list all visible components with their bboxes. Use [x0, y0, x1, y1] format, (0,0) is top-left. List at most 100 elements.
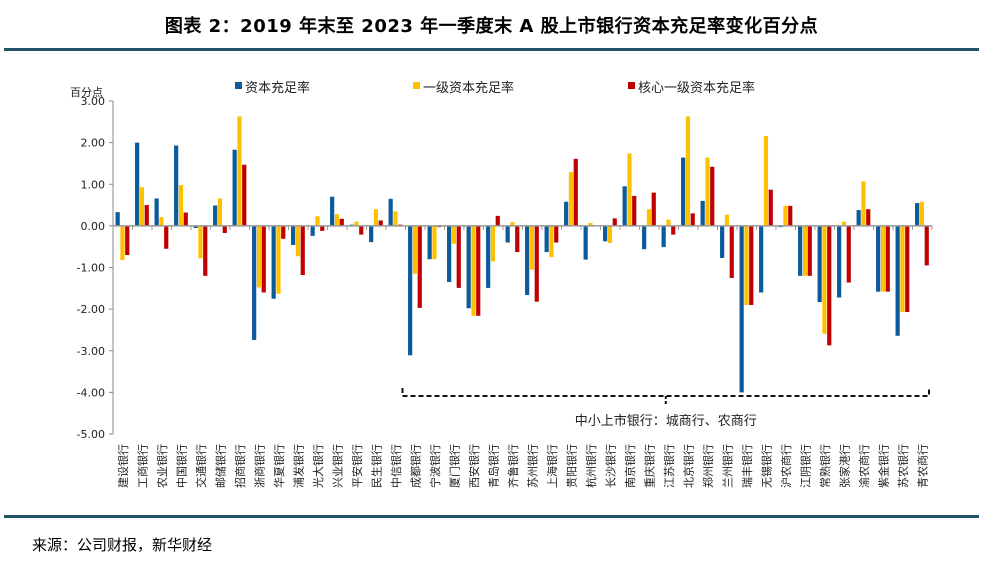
- legend-swatch: [235, 82, 242, 89]
- x-tick-label: 常熟银行: [818, 444, 832, 488]
- bar-car: [135, 142, 140, 226]
- legend-label: 资本充足率: [245, 80, 310, 96]
- annotation-label: 中小上市银行：城商行、农商行: [575, 413, 757, 429]
- bar-cet1: [144, 205, 149, 226]
- y-tick-label: -2.00: [77, 303, 105, 316]
- bar-cet1: [281, 225, 286, 239]
- x-tick-label: 瑞丰银行: [740, 444, 754, 488]
- x-tick-label: 上海银行: [545, 444, 559, 488]
- bar-cet1: [125, 225, 130, 256]
- bottom-divider: [4, 515, 979, 518]
- legend-item: 核心一级资本充足率: [628, 80, 755, 96]
- bar-cet1: [788, 205, 793, 226]
- bar-tier1: [217, 198, 223, 226]
- x-tick-label: 光大银行: [311, 444, 325, 488]
- bar-car: [661, 225, 666, 248]
- y-tick-label: -5.00: [77, 428, 105, 441]
- bar-tier1: [685, 116, 691, 226]
- legend: 资本充足率 一级资本充足率 核心一级资本充足率: [235, 80, 755, 96]
- x-tick-label: 交通银行: [194, 444, 208, 488]
- bar-car: [837, 225, 842, 298]
- y-axis-unit-label: 百分点: [70, 86, 103, 99]
- bar-car: [681, 157, 686, 226]
- bar-tier1: [334, 214, 340, 226]
- bar-car: [369, 225, 374, 243]
- y-tick-label: 1.00: [81, 178, 106, 191]
- bar-cet1: [359, 225, 364, 235]
- bar-tier1: [139, 187, 145, 226]
- bar-tier1: [432, 225, 437, 260]
- x-tick-label: 重庆银行: [642, 444, 656, 488]
- bar-car: [486, 225, 491, 288]
- bar-tier1: [841, 221, 847, 226]
- y-tick-label: 3.00: [81, 95, 106, 108]
- x-tick-label: 郑州银行: [701, 444, 715, 488]
- source-note: 来源：公司财报，新华财经: [32, 536, 213, 554]
- x-tick-label: 苏州银行: [525, 444, 539, 488]
- y-axis: 3.00 2.00 1.00 0.00 -1.00 -2.00 -3.00 -4.00 -5.0…: [77, 95, 114, 441]
- x-tick-label: 沪农商行: [779, 444, 793, 488]
- bar-cet1: [183, 212, 188, 226]
- legend-label: 一级资本充足率: [423, 80, 514, 96]
- bar-tier1: [568, 172, 574, 226]
- legend-swatch: [413, 82, 420, 89]
- bar-tier1: [919, 201, 925, 226]
- bar-car: [739, 225, 744, 393]
- bar-car: [583, 225, 588, 260]
- bar-tier1: [198, 225, 203, 259]
- bar-car: [798, 225, 803, 276]
- bar-cet1: [749, 225, 754, 305]
- annotation-bracket: [401, 388, 930, 397]
- bar-cet1: [554, 225, 559, 243]
- bar-tier1: [802, 225, 808, 276]
- bar-car: [408, 225, 413, 356]
- bar-cet1: [222, 225, 227, 233]
- bar-car: [895, 225, 900, 336]
- x-tick-label: 无锡银行: [759, 444, 773, 488]
- bar-cet1: [417, 225, 422, 308]
- bar-cet1: [203, 225, 208, 276]
- x-tick-label: 张家港行: [837, 444, 851, 488]
- x-tick-label: 渝农商行: [857, 444, 871, 488]
- bar-tier1: [861, 181, 866, 226]
- bar-car: [447, 225, 452, 283]
- bar-car: [876, 225, 881, 292]
- bar-cet1: [456, 225, 461, 288]
- bar-tier1: [354, 221, 359, 226]
- legend-swatch: [628, 82, 635, 89]
- bar-car: [466, 225, 471, 309]
- bar-cet1: [710, 166, 715, 226]
- bar-car: [700, 200, 705, 226]
- bar-tier1: [237, 116, 242, 226]
- bar-tier1: [705, 157, 710, 226]
- bar-cet1: [729, 225, 734, 278]
- bar-cet1: [320, 225, 325, 231]
- bar-tier1: [607, 225, 613, 243]
- annotation: 中小上市银行：城商行、农商行: [401, 388, 930, 429]
- x-tick-label: 邮储银行: [213, 444, 227, 488]
- x-tick-label: 齐鲁银行: [506, 444, 520, 488]
- bar-car: [720, 225, 725, 258]
- bar-tier1: [510, 222, 515, 226]
- bar-cet1: [515, 225, 520, 253]
- bar-cet1: [885, 225, 890, 292]
- bar-tier1: [412, 225, 418, 274]
- x-tick-label: 青农商行: [915, 444, 929, 488]
- bar-tier1: [724, 214, 730, 226]
- bar-cet1: [612, 218, 617, 226]
- bar-car: [564, 201, 569, 226]
- bar-car: [915, 202, 920, 226]
- bar-tier1: [666, 219, 671, 226]
- bar-tier1: [646, 209, 652, 226]
- bar-car: [330, 196, 335, 226]
- bar-car: [271, 225, 276, 299]
- bar-cet1: [924, 225, 929, 266]
- x-tick-label: 厦门银行: [447, 444, 461, 488]
- bar-cet1: [632, 195, 637, 226]
- bar-tier1: [159, 217, 164, 226]
- bar-car: [505, 225, 510, 243]
- bar-tier1: [393, 211, 398, 226]
- bar-cet1: [846, 225, 851, 283]
- x-tick-label: 兴业银行: [330, 444, 344, 488]
- x-tick-label: 贵阳银行: [564, 444, 578, 488]
